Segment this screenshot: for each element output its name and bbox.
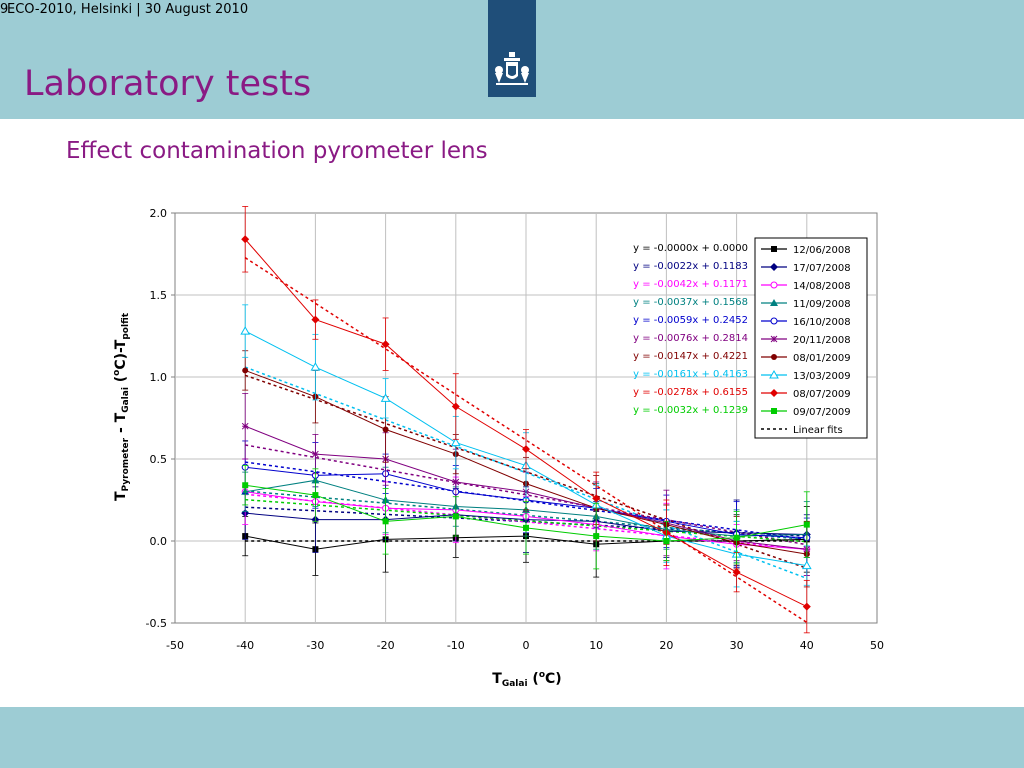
legend-label: 13/03/2009	[793, 371, 851, 382]
data-point	[452, 513, 459, 520]
fit-equation: y = -0.0000x + 0.0000	[633, 243, 748, 254]
y-tick-label: 0.5	[150, 453, 168, 466]
data-point	[803, 521, 810, 528]
data-point	[770, 263, 778, 271]
fit-equation: y = -0.0022x + 0.1183	[633, 261, 748, 272]
series-group	[240, 206, 812, 634]
data-point	[381, 340, 390, 349]
legend: 12/06/2008 17/07/2008 14/08/2008 11/09/2008…	[754, 237, 868, 439]
fit-equation: y = -0.0037x + 0.1568	[633, 297, 748, 308]
fit-equation: y = -0.0042x + 0.1171	[633, 279, 748, 290]
slide-number: 9	[0, 2, 9, 17]
data-point	[770, 299, 778, 306]
legend-label: 17/07/2008	[793, 263, 851, 274]
footer-band	[0, 707, 1024, 768]
data-point	[450, 437, 461, 447]
data-point	[592, 494, 601, 503]
y-tick-label: -0.5	[146, 617, 167, 630]
fit-equation: y = -0.0059x + 0.2452	[633, 315, 748, 326]
legend-label: 12/06/2008	[793, 245, 851, 256]
slide-title: Laboratory tests	[24, 64, 312, 104]
fit-equation: y = -0.0147x + 0.4221	[633, 351, 748, 362]
data-point	[242, 367, 249, 374]
x-tick-label: 40	[800, 639, 814, 652]
data-point	[382, 426, 389, 433]
fit-equation: y = -0.0076x + 0.2814	[633, 333, 748, 344]
legend-label: 09/07/2009	[793, 407, 851, 418]
slide-subtitle: Effect contamination pyrometer lens	[66, 138, 488, 164]
data-point	[770, 389, 778, 397]
x-tick-label: -20	[377, 639, 395, 652]
x-tick-label: -10	[447, 639, 465, 652]
legend-label: 14/08/2008	[793, 281, 851, 292]
data-point	[771, 246, 777, 252]
data-point	[380, 393, 391, 402]
conference-label: ECO-2010, Helsinki | 30 August 2010	[7, 2, 249, 17]
data-point	[311, 315, 320, 324]
data-point	[733, 534, 740, 541]
legend-label: 08/07/2009	[793, 389, 851, 400]
fit-line	[245, 444, 807, 546]
x-tick-label: -30	[306, 639, 324, 652]
data-point	[241, 422, 249, 430]
data-point	[593, 533, 600, 540]
x-tick-label: 10	[589, 639, 603, 652]
data-point	[452, 478, 460, 486]
x-tick-label: 20	[659, 639, 673, 652]
y-axis-label: TPyrometer - TGalai (oC)-Tpolfit	[112, 312, 131, 501]
y-tick-label: 1.5	[150, 289, 168, 302]
data-point	[451, 402, 460, 411]
fit-equation: y = -0.0161x + 0.4163	[633, 369, 748, 380]
legend-label: 08/01/2009	[793, 353, 851, 364]
fit-line	[245, 490, 807, 541]
data-point	[770, 335, 778, 343]
data-point	[769, 369, 779, 379]
data-point	[771, 408, 777, 414]
data-point	[523, 524, 529, 531]
fit-equation: y = -0.0278x + 0.6155	[633, 387, 748, 398]
chart: -50 -40 -30 -20 -10 0 10 20 30 40 50 2.0 1.5 1.0 0.5 0…	[112, 206, 884, 689]
data-point	[312, 492, 319, 499]
legend-label: 11/09/2008	[793, 299, 851, 310]
legend-label: 16/10/2008	[793, 317, 851, 328]
x-tick-label: 50	[870, 639, 884, 652]
data-point	[522, 445, 530, 454]
y-tick-label: 2.0	[150, 207, 168, 220]
series-9	[242, 465, 810, 570]
data-point	[770, 281, 778, 289]
fit-equation: y = -0.0032x + 0.1239	[633, 405, 748, 416]
x-tick-label: -40	[236, 639, 254, 652]
data-point	[663, 538, 670, 544]
fit-equations: y = -0.0000x + 0.0000 y = -0.0022x + 0.11…	[633, 243, 748, 416]
crest-icon	[495, 52, 529, 85]
data-point	[310, 362, 321, 371]
legend-label-fits: Linear fits	[793, 425, 843, 436]
y-tick-label: 0.0	[150, 535, 168, 548]
data-point	[732, 568, 741, 577]
data-point	[801, 560, 812, 570]
data-point	[312, 450, 319, 458]
data-point	[242, 482, 249, 489]
government-logo	[488, 0, 536, 97]
x-ticks: -50 -40 -30 -20 -10 0 10 20 30 40 50	[166, 639, 884, 652]
y-tick-label: 1.0	[150, 371, 168, 384]
x-tick-label: -50	[166, 639, 184, 652]
legend-label: 20/11/2008	[793, 335, 851, 346]
data-point	[771, 354, 777, 360]
x-tick-label: 0	[523, 639, 530, 652]
y-ticks: 2.0 1.5 1.0 0.5 0.0 -0.5	[146, 207, 175, 630]
data-point	[240, 326, 251, 335]
data-point	[770, 317, 778, 325]
data-point	[802, 602, 811, 611]
x-axis-label: TGalai (oC)	[492, 670, 561, 689]
data-point	[382, 518, 389, 525]
fit-line	[244, 257, 808, 624]
data-point	[241, 235, 250, 244]
x-tick-label: 30	[730, 639, 744, 652]
